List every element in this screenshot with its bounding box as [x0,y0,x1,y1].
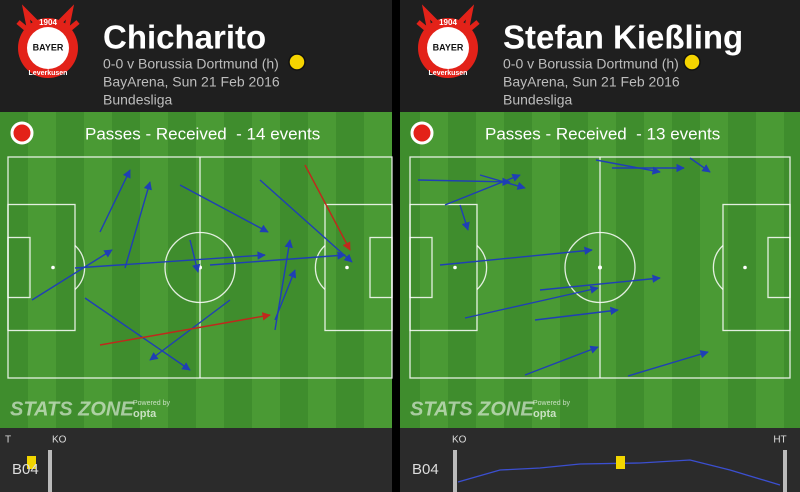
opponent-badge [683,53,701,71]
pass-arrow [534,306,619,321]
penalty-arc [712,245,724,290]
powered-by: Powered by [133,400,170,407]
penalty-arc [476,245,488,290]
timeline-team: B04 [412,461,439,478]
badge-inner [427,27,469,69]
match-info: 0-0 v Borussia Dortmund (h) [503,56,679,72]
timeline-label: T [5,435,11,446]
team-icon [10,121,34,145]
pass-arrow [459,204,470,231]
pass-arrow [99,169,131,233]
pass-arrow [179,184,269,233]
centre-spot [598,265,602,270]
timeline-bg [400,428,800,492]
timeline-label: KO [452,435,467,446]
timeline-bg [0,428,392,492]
pass-arrow [539,274,661,291]
badge-wings [416,4,480,39]
match-info: 0-0 v Borussia Dortmund (h) [103,56,279,72]
pass-arrow [417,177,511,187]
centre-circle [564,231,636,304]
centre-spot [198,265,202,270]
competition: Bundesliga [503,92,572,108]
opponent-badge [288,53,306,71]
pass-arrow [444,173,521,206]
player-name: Stefan Kießling [503,19,743,56]
badge-city: Leverkusen [29,70,68,77]
badge-name: BAYER [33,42,64,52]
venue-info: BayArena, Sun 21 Feb 2016 [103,74,280,90]
pass-arrow [189,239,201,273]
pass-arrow [524,345,599,376]
timeline-label: KO [52,435,67,446]
goal-box [369,236,393,299]
pass-arrow [595,159,661,175]
pass-arrow [304,164,351,251]
pass-arrow [627,350,709,377]
badge-year: 1904 [439,18,457,27]
yellow-card [616,456,625,469]
pass-arrow [149,299,231,361]
pass-arrow [84,297,191,371]
penalty-spot [345,265,349,270]
penalty-spot [51,265,55,270]
pass-arrow [439,246,593,266]
goal-box [7,236,31,299]
player-name: Chicharito [103,19,266,56]
pass-arrow [259,179,353,263]
badge-year: 1904 [39,18,57,27]
team-icon [410,121,434,145]
pass-arrow [99,312,271,346]
badge-city: Leverkusen [429,70,468,77]
badge-inner [27,27,69,69]
badge-wings [16,4,80,39]
penalty-spot [453,265,457,270]
provider: opta [133,408,157,420]
pitch-title: Passes - Received - 14 events [85,124,320,143]
competition: Bundesliga [103,92,172,108]
yellow-card [27,456,36,469]
goal-box [409,236,433,299]
centre-circle [164,231,236,304]
badge-name: BAYER [433,42,464,52]
momentum-line [457,459,781,486]
pass-arrow [124,181,152,269]
pass-arrow [74,251,266,269]
penalty-spot [743,265,747,270]
pass-arrow [689,157,711,173]
provider: opta [533,408,557,420]
pass-arrow [31,249,113,301]
pitch-title: Passes - Received - 13 events [485,124,720,143]
penalty-arc [314,245,326,290]
brand-logo: STATS ZONE [10,398,134,420]
pitch-bg [0,112,392,428]
brand-logo: STATS ZONE [410,398,534,420]
timeline-label: HT [773,435,786,446]
powered-by: Powered by [533,400,570,407]
goal-box [767,236,791,299]
venue-info: BayArena, Sun 21 Feb 2016 [503,74,680,90]
pass-arrow [274,239,293,331]
timeline-team: B04 [12,461,39,478]
pass-arrow [464,285,599,319]
pass-arrow [209,251,346,266]
